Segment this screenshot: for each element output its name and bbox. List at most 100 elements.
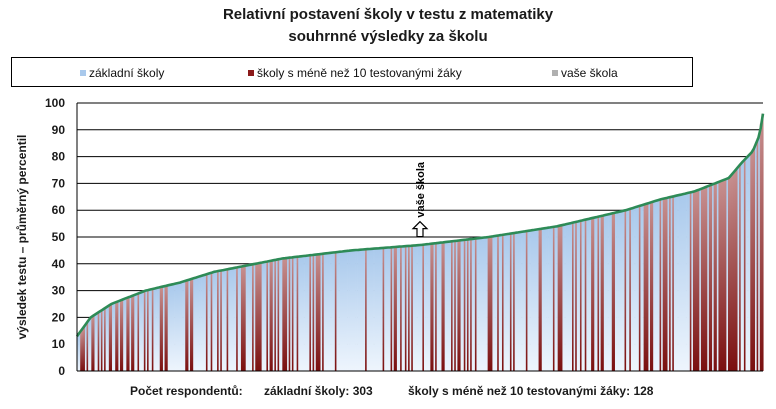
bar-basic-school [603,215,606,371]
bar-small-school [242,266,245,371]
bar-small-school [110,304,113,371]
chart-plot: 0 10 20 30 40 50 60 70 80 90 100 vaše škola výsledek… [15,96,765,378]
bar-small-school [497,235,500,371]
bar-small-school [166,285,169,371]
bar-basic-school [479,237,482,371]
bar-basic-school [102,309,105,371]
bar-small-school [613,212,616,371]
bar-basic-school [471,238,474,371]
bar-basic-school [96,313,98,371]
bar-basic-school [180,282,183,371]
bar-basic-school [287,257,289,371]
bar-basic-school [376,248,379,371]
bar-basic-school [535,229,538,371]
bar-small-school [127,297,131,371]
bar-basic-school [328,253,331,371]
bar-small-school [108,305,111,371]
y-tick-label-20: 20 [52,310,66,324]
bar-small-school [560,225,564,371]
bar-basic-school [481,237,484,371]
bar-small-school [458,240,462,371]
bar-small-school [597,216,600,371]
bar-small-school [271,260,274,371]
bar-small-school [205,274,209,371]
bar-basic-school [568,223,571,371]
y-tick-label-70: 70 [52,176,66,190]
bar-basic-school [536,229,539,371]
bar-small-school [643,204,646,371]
bar-basic-school [691,191,694,371]
bar-basic-school [618,211,621,371]
bar-basic-school [505,234,508,371]
bar-basic-school [416,245,418,371]
bar-basic-school [196,277,199,371]
bar-basic-school [425,244,428,371]
bar-small-school [334,252,337,371]
bar-basic-school [419,245,422,371]
bar-small-school [659,199,662,371]
bar-basic-school [261,262,264,371]
bar-basic-school [522,231,525,371]
bar-basic-school [500,235,503,371]
bar-basic-school [347,250,350,371]
bar-small-school [591,218,594,371]
bar-basic-school [371,248,374,371]
bar-basic-school [239,266,242,371]
bar-small-school [252,264,255,371]
bar-basic-school [310,255,313,371]
bar-basic-school [212,272,215,371]
bar-basic-school [653,201,656,371]
bar-basic-school [427,244,430,371]
bar-small-school [696,190,699,371]
y-tick-label-50: 50 [52,230,66,244]
bar-basic-school [712,183,714,371]
bar-small-school [137,293,140,371]
bar-basic-school [228,269,231,371]
bar-small-school [713,183,716,371]
bar-basic-school [685,193,687,371]
bar-small-school [708,185,712,371]
bar-small-school [732,171,735,371]
bar-basic-school [506,234,509,371]
bar-basic-school [213,271,216,371]
bar-basic-school [610,213,613,371]
bar-small-school [274,259,277,371]
bar-basic-school [314,254,317,371]
bar-basic-school [306,255,309,371]
bar-basic-school [225,269,227,371]
bar-small-school [704,187,707,371]
bar-basic-school [449,241,452,371]
bar-basic-school [169,284,172,371]
bar-basic-school [656,200,659,371]
bar-basic-school [113,303,116,371]
bar-basic-school [139,293,141,371]
bar-small-school [751,149,755,371]
bar-basic-school [683,193,686,371]
bar-small-school [408,245,411,371]
bar-basic-school [298,256,301,371]
bar-small-school [83,327,86,371]
bar-basic-school [207,273,210,371]
bar-small-school [288,257,291,371]
bar-basic-school [473,238,476,371]
bar-small-school [490,236,493,371]
bar-basic-school [455,240,458,371]
bar-small-school [443,242,446,371]
bar-basic-school [142,291,145,371]
bar-small-school [119,300,123,371]
bar-basic-school [524,231,527,371]
bar-basic-school [345,250,348,371]
bar-small-school [689,192,692,371]
chart-title: Relativní postavení školy v testu z mate… [222,6,554,23]
bar-small-school [317,254,320,371]
bar-small-school [727,177,731,371]
bar-basic-school [363,249,366,371]
bar-basic-school [245,265,248,371]
bar-basic-school [174,283,176,371]
y-tick-label-10: 10 [52,337,66,351]
bar-basic-school [670,196,673,371]
bar-small-school [266,261,269,371]
bar-basic-school [564,224,566,371]
bar-basic-school [529,230,531,371]
bar-basic-school [403,246,406,371]
